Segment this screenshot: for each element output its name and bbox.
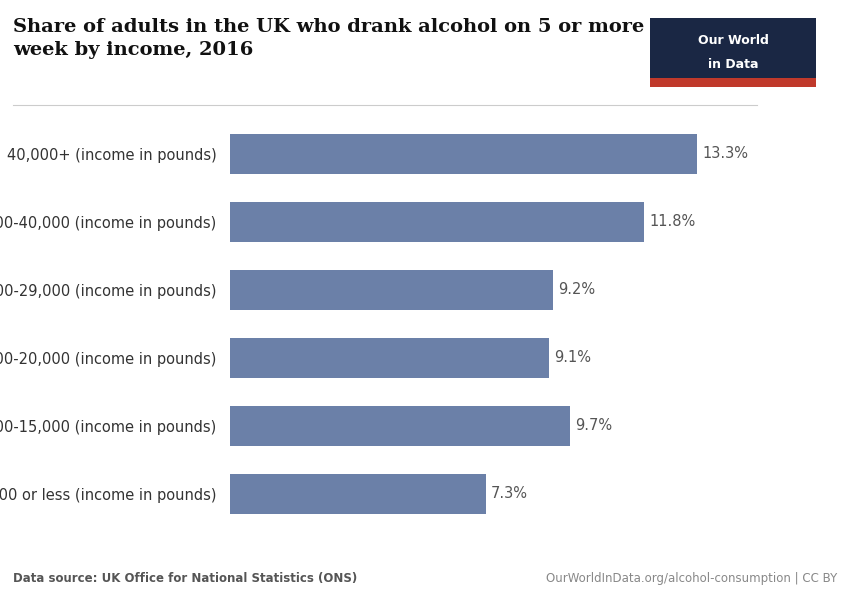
Bar xyxy=(230,269,552,310)
Bar xyxy=(230,134,697,175)
Text: Share of adults in the UK who drank alcohol on 5 or more days in last
week by in: Share of adults in the UK who drank alco… xyxy=(13,18,774,59)
Text: Data source: UK Office for National Statistics (ONS): Data source: UK Office for National Stat… xyxy=(13,572,357,585)
Text: 13.3%: 13.3% xyxy=(702,146,748,161)
Text: in Data: in Data xyxy=(708,58,758,71)
Bar xyxy=(230,473,486,514)
Bar xyxy=(230,338,549,379)
Text: 9.7%: 9.7% xyxy=(575,419,613,433)
Text: 7.3%: 7.3% xyxy=(491,487,528,502)
Text: OurWorldInData.org/alcohol-consumption | CC BY: OurWorldInData.org/alcohol-consumption |… xyxy=(546,572,837,585)
Bar xyxy=(230,202,644,242)
Bar xyxy=(230,406,570,446)
Text: 9.1%: 9.1% xyxy=(554,350,592,365)
Text: 11.8%: 11.8% xyxy=(649,214,695,229)
Text: Our World: Our World xyxy=(698,34,768,47)
Text: 9.2%: 9.2% xyxy=(558,283,595,298)
